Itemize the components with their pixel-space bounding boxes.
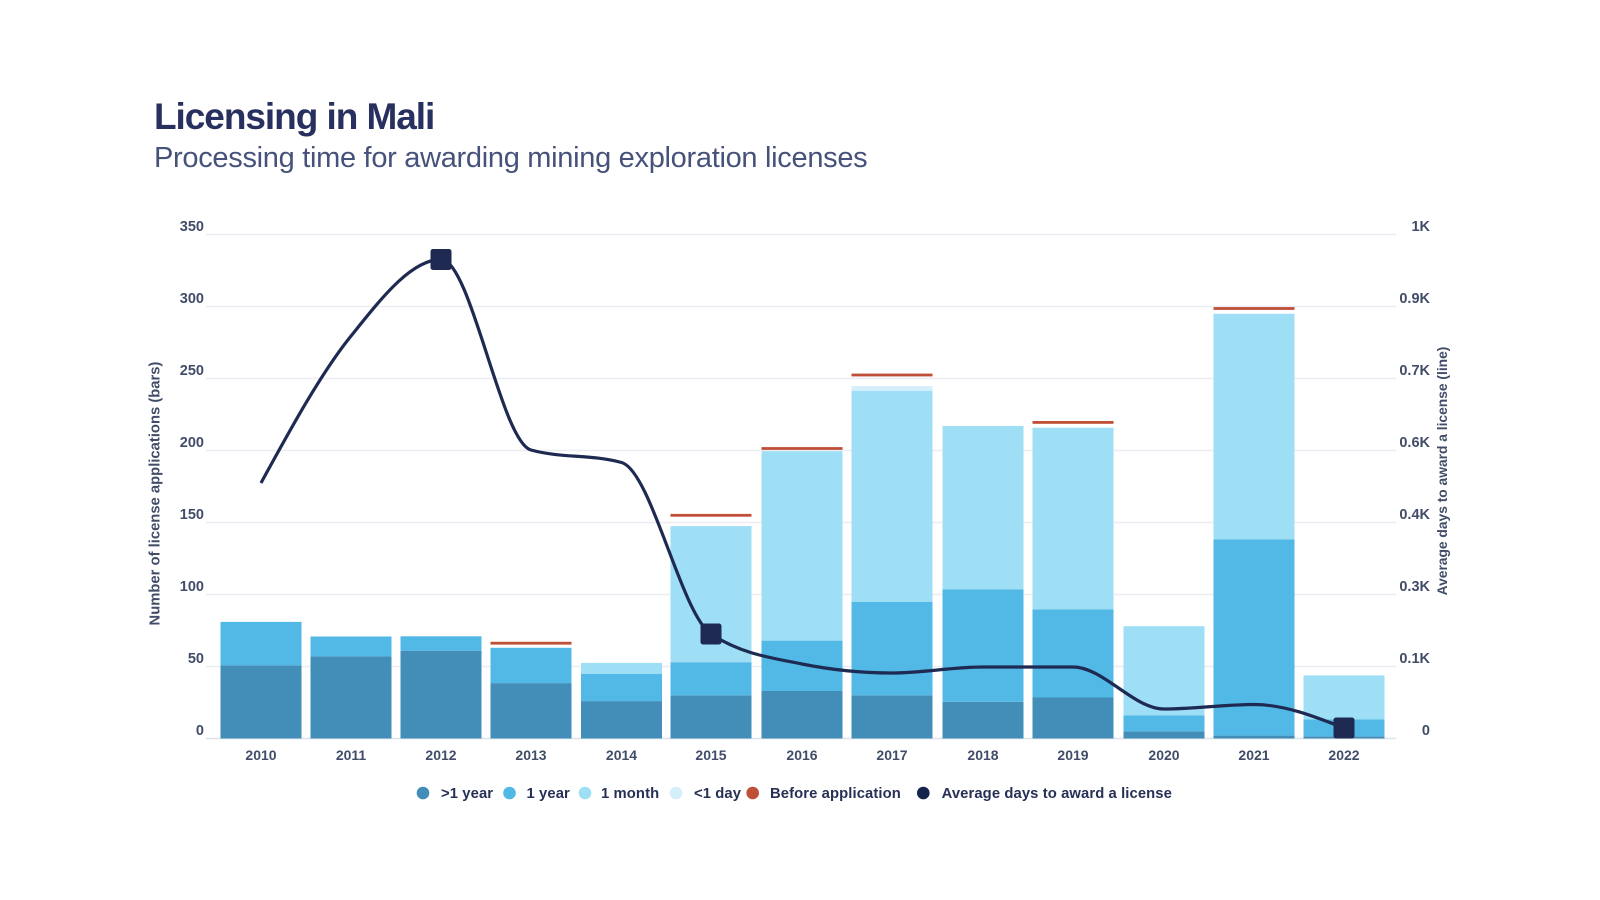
svg-text:<1 day: <1 day [694, 786, 742, 802]
svg-text:350: 350 [180, 219, 204, 235]
svg-text:2010: 2010 [245, 747, 276, 763]
svg-text:0.6K: 0.6K [1399, 435, 1430, 451]
svg-text:Average days to award a licens: Average days to award a license (line) [1435, 347, 1450, 596]
svg-text:2013: 2013 [515, 747, 546, 763]
svg-text:0.7K: 0.7K [1399, 363, 1430, 379]
svg-text:150: 150 [180, 507, 204, 523]
svg-text:2012: 2012 [425, 747, 456, 763]
svg-text:200: 200 [180, 435, 204, 451]
svg-text:300: 300 [180, 291, 204, 307]
svg-text:0.9K: 0.9K [1399, 291, 1430, 307]
svg-text:50: 50 [188, 651, 204, 667]
svg-text:2020: 2020 [1148, 747, 1179, 763]
svg-text:0.3K: 0.3K [1399, 579, 1430, 595]
svg-text:Average days to award a licens: Average days to award a license [942, 786, 1172, 802]
svg-text:2016: 2016 [786, 747, 817, 763]
svg-text:0: 0 [1422, 723, 1430, 739]
svg-text:2014: 2014 [606, 747, 637, 763]
svg-text:2019: 2019 [1057, 747, 1088, 763]
svg-text:2018: 2018 [967, 747, 998, 763]
svg-text:0: 0 [196, 723, 204, 739]
svg-text:2021: 2021 [1238, 747, 1269, 763]
svg-text:2017: 2017 [876, 747, 907, 763]
svg-text:Before application: Before application [770, 786, 901, 802]
svg-text:Licensing in Mali: Licensing in Mali [154, 96, 434, 137]
svg-text:2022: 2022 [1328, 747, 1359, 763]
svg-text:1 month: 1 month [601, 786, 659, 802]
svg-text:250: 250 [180, 363, 204, 379]
svg-text:2011: 2011 [336, 747, 367, 763]
svg-text:>1 year: >1 year [441, 786, 493, 802]
svg-text:100: 100 [180, 579, 204, 595]
svg-text:0.4K: 0.4K [1399, 507, 1430, 523]
svg-text:1 year: 1 year [527, 786, 571, 802]
svg-text:Processing time for awarding m: Processing time for awarding mining expl… [154, 142, 867, 174]
svg-text:1K: 1K [1411, 219, 1430, 235]
svg-text:2015: 2015 [695, 747, 726, 763]
svg-text:0.1K: 0.1K [1399, 651, 1430, 667]
svg-text:Number of license applications: Number of license applications (bars) [148, 361, 164, 625]
